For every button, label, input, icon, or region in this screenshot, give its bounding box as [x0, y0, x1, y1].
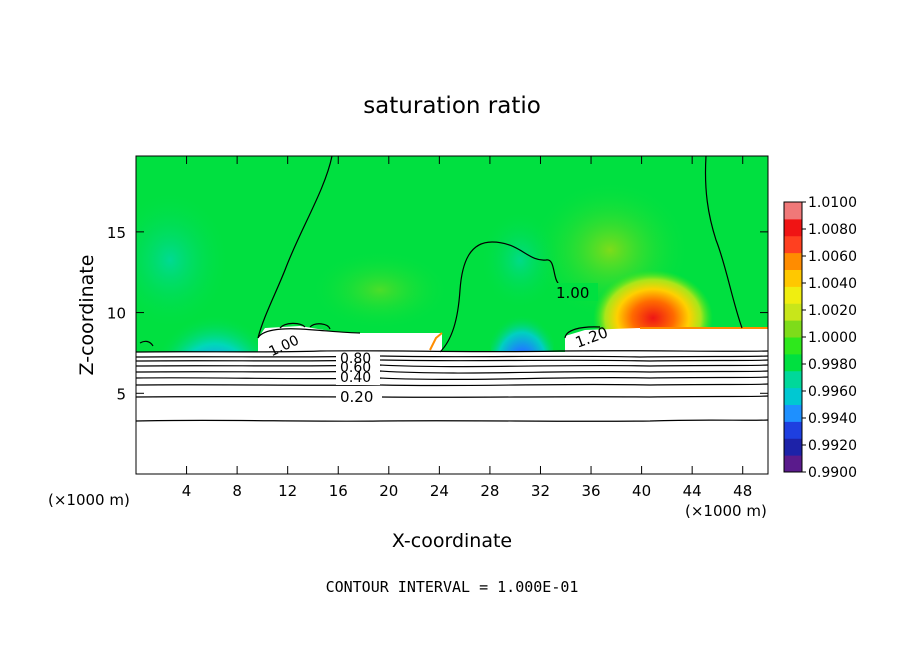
contour-line-1.00-middle: [439, 241, 561, 353]
colorbar-tick-label: 1.0040: [808, 276, 857, 292]
cloud-region: [258, 326, 442, 352]
x-tick-label: 32: [531, 482, 550, 500]
x-axis: 4 8 12 16 20 24 28 32 36 40 44 48: [182, 156, 752, 500]
colorbar-swatch: [784, 235, 802, 254]
contour-label-bg: [336, 355, 380, 385]
contour-label: 0.20: [340, 388, 373, 406]
cloud-blob-contour: [139, 340, 154, 347]
plot-area: 1.00 1.20 1.00 0.80 0.60 0.40 0.20: [136, 156, 768, 474]
x-tick-label: 8: [232, 482, 242, 500]
contour-label-bg: [553, 283, 598, 301]
x-tick-label: 24: [430, 482, 449, 500]
x-unit-label-left: (×1000 m): [48, 491, 130, 509]
contour-line-0.30: [136, 383, 768, 387]
cloud-top-contour: [257, 328, 361, 339]
contour-label: 0.80: [340, 351, 371, 367]
colorbar-tick-label: 1.0060: [808, 249, 857, 265]
colorbar-swatch: [784, 320, 802, 338]
colorbar: 1.0100 1.0080 1.0060 1.0040 1.0020 1.0000 0.99…: [783, 195, 857, 481]
y-tick-label: 5: [116, 385, 126, 403]
colorbar-swatch: [784, 387, 802, 405]
contour-line-1.20: [564, 326, 601, 339]
x-axis-label: X-coordinate: [392, 530, 512, 552]
contour-line-0.60: [136, 364, 768, 368]
colorbar-swatch: [784, 438, 802, 456]
contour-line-0.90: [136, 350, 768, 353]
contour-line-0.70: [136, 359, 768, 362]
y-tick-label: 15: [107, 224, 126, 242]
y-axis-label: Z-coordinate: [76, 255, 98, 376]
colorbar-swatch: [784, 202, 802, 220]
contour-label-bg: [336, 389, 382, 405]
colorbar-tick-label: 0.9940: [808, 411, 857, 427]
colorbar-swatch: [784, 269, 802, 287]
contour-line-0.40: [136, 376, 768, 380]
colorbar-tick-label: 1.0100: [808, 195, 857, 211]
colorbar-tick-label: 1.0000: [808, 330, 857, 346]
colorbar-swatch: [784, 353, 802, 372]
x-tick-label: 4: [182, 482, 192, 500]
x-tick-label: 28: [480, 482, 499, 500]
x-tick-label: 36: [581, 482, 600, 500]
contour-line-0.80: [136, 355, 768, 358]
cloud-edge: [429, 332, 443, 351]
contour-line-1.00-left: [257, 156, 333, 339]
cloud-region: [565, 328, 768, 352]
x-tick-label: 40: [632, 482, 651, 500]
colorbar-swatch: [784, 455, 802, 473]
colorbar-swatch: [784, 252, 802, 270]
colorbar-swatch: [784, 286, 802, 304]
colorbar-tick-label: 0.9900: [808, 465, 857, 481]
cloud-blob-contour: [279, 322, 306, 329]
x-tick-label: 20: [379, 482, 398, 500]
y-axis: 5 10 15: [107, 224, 768, 403]
contour-interval-note: CONTOUR INTERVAL = 1.000E-01: [326, 578, 579, 596]
x-tick-label: 48: [733, 482, 752, 500]
colorbar-swatch: [784, 303, 802, 321]
colorbar-swatch: [784, 218, 802, 237]
contour-lines: [136, 156, 768, 422]
colorbar-swatch: [784, 404, 802, 422]
cloud-blob-contour: [309, 323, 331, 330]
contour-label: 0.40: [340, 370, 371, 386]
colorbar-swatch: [784, 421, 802, 439]
yellowgreen-region: [310, 250, 450, 330]
contour-line-0.20: [136, 395, 768, 398]
x-tick-label: 16: [329, 482, 348, 500]
colorbar-tick-label: 0.9920: [808, 438, 857, 454]
colorbar-tick-label: 0.9980: [808, 357, 857, 373]
chart-title: saturation ratio: [363, 93, 541, 119]
x-unit-label-right: (×1000 m): [685, 502, 767, 520]
cyan-region: [480, 210, 560, 310]
colorbar-swatch: [784, 337, 802, 355]
contour-line-1.00-right: [704, 156, 743, 329]
contour-line-0.10: [136, 419, 768, 422]
colorbar-swatch: [784, 370, 802, 389]
colorbar-tick-label: 1.0080: [808, 222, 857, 238]
x-tick-label: 44: [683, 482, 702, 500]
colorbar-tick-label: 1.0020: [808, 303, 857, 319]
colorbar-tick-label: 0.9960: [808, 384, 857, 400]
y-tick-label: 10: [107, 305, 126, 323]
contour-line-0.50: [136, 370, 768, 374]
contour-label: 1.00: [556, 284, 589, 302]
x-tick-label: 12: [278, 482, 297, 500]
low-level-region: [136, 352, 768, 474]
contour-label: 0.60: [340, 360, 371, 376]
plot-frame: [135, 155, 769, 475]
